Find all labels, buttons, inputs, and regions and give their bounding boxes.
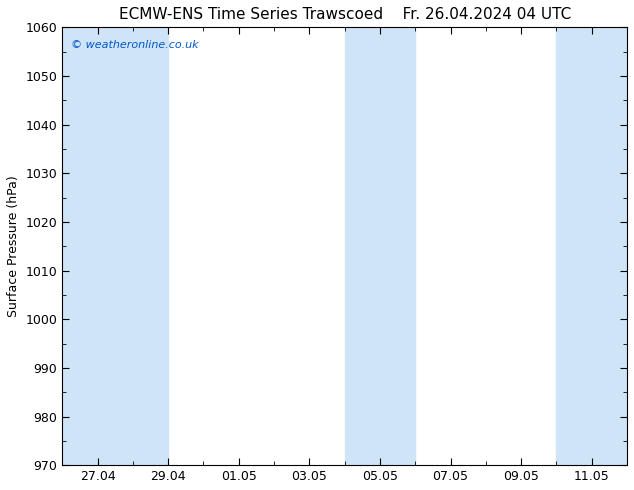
- Bar: [557, 27, 627, 465]
- Text: © weatheronline.co.uk: © weatheronline.co.uk: [71, 40, 198, 50]
- Title: ECMW-ENS Time Series Trawscoed    Fr. 26.04.2024 04 UTC: ECMW-ENS Time Series Trawscoed Fr. 26.04…: [119, 7, 571, 22]
- Bar: [345, 27, 415, 465]
- Bar: [62, 27, 168, 465]
- Y-axis label: Surface Pressure (hPa): Surface Pressure (hPa): [7, 175, 20, 317]
